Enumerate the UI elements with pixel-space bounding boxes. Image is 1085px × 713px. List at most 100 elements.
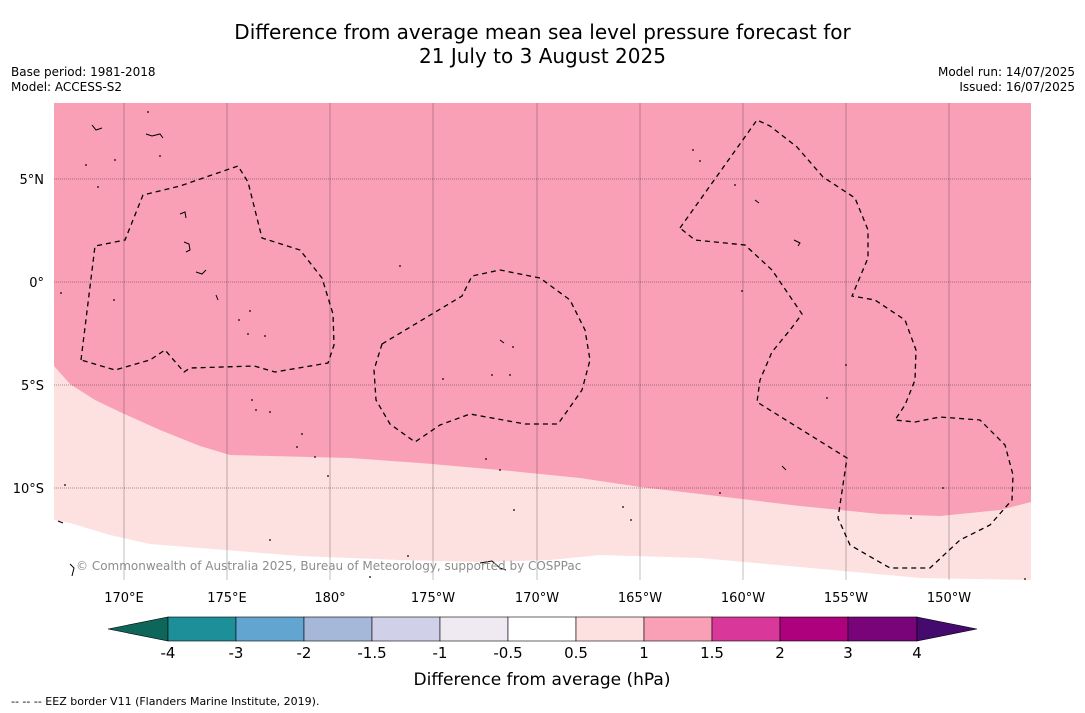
colorbar-segment: [371, 616, 441, 642]
lat-label: 0°: [29, 276, 44, 291]
island-cluster-3: [179, 211, 187, 219]
island-dot: [442, 378, 444, 380]
colorbar-label: Difference from average (hPa): [414, 670, 671, 690]
island-dot: [264, 335, 266, 337]
lat-label: 5°S: [21, 379, 44, 394]
island-dot: [147, 111, 149, 113]
island-dot: [826, 397, 828, 399]
island-dot: [509, 374, 511, 376]
island-cluster-6: [215, 294, 219, 301]
eez-border-central: [373, 269, 591, 443]
island-dot: [407, 555, 409, 557]
colorbar-segment: [235, 616, 305, 642]
island-cluster-5: [195, 269, 207, 275]
model-info: Base period: 1981-2018 Model: ACCESS-S2: [11, 65, 156, 95]
lat-label: 10°S: [13, 482, 44, 497]
island-dot: [64, 484, 66, 486]
latitude-gridlines: [54, 178, 1031, 489]
longitude-labels: 170°E 175°E 180° 175°W 170°W 165°W 160°W…: [104, 591, 971, 606]
island-dot: [114, 159, 116, 161]
island-dot: [97, 186, 99, 188]
island-cluster-2: [145, 133, 164, 139]
run-info: Model run: 14/07/2025 Issued: 16/07/2025: [938, 65, 1075, 95]
colorbar-tick: 4: [912, 644, 922, 662]
latitude-labels: 5°N 0° 5°S 10°S: [13, 173, 44, 497]
island-dot: [513, 509, 515, 511]
island-dot: [512, 346, 514, 348]
island-dot: [399, 265, 401, 267]
colorbar-tick: 2: [775, 644, 785, 662]
island-cluster-7: [499, 339, 505, 344]
colorbar-segment: [303, 616, 373, 642]
island-dot: [734, 184, 736, 186]
island-cluster-8: [754, 199, 760, 204]
eez-border-east: [679, 119, 1014, 569]
lon-label: 180°: [314, 591, 345, 606]
colorbar-segment: [439, 616, 509, 642]
island-dot: [699, 160, 701, 162]
island-cluster-9: [793, 239, 801, 247]
base-period: Base period: 1981-2018: [11, 65, 156, 79]
island-cluster-10: [781, 465, 787, 471]
colorbar-tick: 1: [639, 644, 649, 662]
island-dot: [910, 517, 912, 519]
lon-label: 165°W: [618, 591, 662, 606]
island-dot: [159, 155, 161, 157]
island-outlines: [57, 124, 801, 577]
island-dot: [630, 519, 632, 521]
title-line-1: Difference from average mean sea level p…: [234, 20, 851, 44]
island-dot: [369, 576, 371, 578]
island-dot: [251, 399, 253, 401]
island-dot: [269, 539, 271, 541]
colorbar-tick-labels: -4 -3 -2 -1.5 -1 -0.5 0.5 1 1.5 2 3 4: [161, 644, 922, 662]
colorbar: -4 -3 -2 -1.5 -1 -0.5 0.5 1 1.5 2 3 4 Di…: [107, 616, 978, 690]
colorbar-tick: -3: [229, 644, 244, 662]
island-dot: [692, 149, 694, 151]
lon-label: 175°E: [207, 591, 247, 606]
island-dot: [741, 290, 743, 292]
island-dot: [85, 164, 87, 166]
issued-date: Issued: 16/07/2025: [959, 80, 1075, 94]
island-dot: [622, 506, 624, 508]
lon-label: 175°W: [411, 591, 455, 606]
colorbar-segment: [575, 616, 645, 642]
colorbar-tick: -0.5: [493, 644, 522, 662]
lon-label: 160°W: [721, 591, 765, 606]
map-area: © Commonwealth of Australia 2025, Bureau…: [54, 103, 1031, 580]
colorbar-segment: [643, 616, 713, 642]
colorbar-under-arrow: [107, 616, 169, 642]
island-dot: [485, 458, 487, 460]
colorbar-segment: [507, 616, 577, 642]
island-dot: [499, 469, 501, 471]
island-dot: [247, 333, 249, 335]
island-cluster-1: [91, 124, 103, 131]
lon-label: 170°W: [515, 591, 559, 606]
island-dot: [301, 433, 303, 435]
lon-label: 155°W: [824, 591, 868, 606]
colorbar-tick: 1.5: [700, 644, 724, 662]
colorbar-segment: [779, 616, 849, 642]
island-dot: [314, 456, 316, 458]
island-dot: [60, 292, 62, 294]
island-dot: [327, 475, 329, 477]
title-line-2: 21 July to 3 August 2025: [419, 44, 666, 68]
colorbar-tick: -4: [161, 644, 176, 662]
island-cluster-11: [57, 520, 64, 524]
island-dot: [491, 374, 493, 376]
island-dot: [249, 310, 251, 312]
pink-anomaly-region: [54, 103, 1031, 516]
copyright-notice: © Commonwealth of Australia 2025, Bureau…: [76, 559, 581, 573]
eez-footnote: -- -- -- EEZ border V11 (Flanders Marine…: [11, 695, 320, 708]
colorbar-segment: [167, 616, 237, 642]
eez-borders: [80, 119, 1014, 569]
model-name: Model: ACCESS-S2: [11, 80, 123, 94]
island-cluster-12: [479, 560, 507, 571]
island-dot: [1024, 578, 1026, 580]
lon-label: 150°W: [927, 591, 971, 606]
colorbar-tick: 3: [843, 644, 853, 662]
island-dot: [296, 446, 298, 448]
island-dot: [719, 492, 721, 494]
island-dot: [255, 409, 257, 411]
lat-label: 5°N: [20, 173, 45, 188]
